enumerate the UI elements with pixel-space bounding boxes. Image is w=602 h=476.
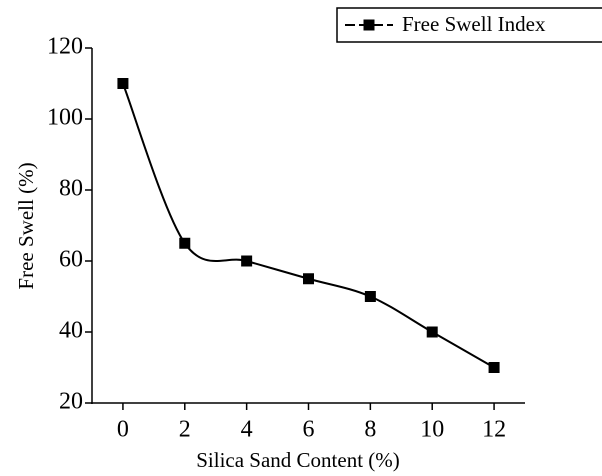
x-tick-label: 6 bbox=[303, 417, 315, 443]
y-tick-label: 40 bbox=[59, 318, 83, 344]
point-marker bbox=[364, 291, 376, 302]
point-marker bbox=[426, 326, 438, 338]
legend-marker bbox=[363, 19, 375, 31]
y-tick-label: 60 bbox=[59, 247, 83, 273]
x-tick-label: 0 bbox=[117, 417, 129, 443]
y-tick-label: 120 bbox=[47, 34, 83, 60]
y-tick-label: 20 bbox=[59, 389, 83, 415]
point-marker bbox=[488, 362, 500, 373]
series-line bbox=[121, 83, 495, 369]
x-tick-label: 2 bbox=[179, 417, 191, 443]
x-axis-label: Silica Sand Content (%) bbox=[196, 448, 400, 472]
point-marker bbox=[179, 237, 191, 249]
y-tick-label: 80 bbox=[59, 176, 83, 202]
point-marker bbox=[303, 273, 314, 285]
x-tick-label: 10 bbox=[420, 417, 444, 443]
x-tick-label: 4 bbox=[241, 417, 253, 443]
point-marker bbox=[241, 255, 253, 267]
point-marker bbox=[117, 78, 129, 89]
x-tick-label: 12 bbox=[482, 417, 506, 443]
y-tick-label: 100 bbox=[47, 105, 83, 131]
y-axis-label: Free Swell (%) bbox=[14, 162, 38, 289]
legend-label: Free Swell Index bbox=[402, 12, 546, 36]
x-tick-label: 8 bbox=[364, 417, 376, 443]
